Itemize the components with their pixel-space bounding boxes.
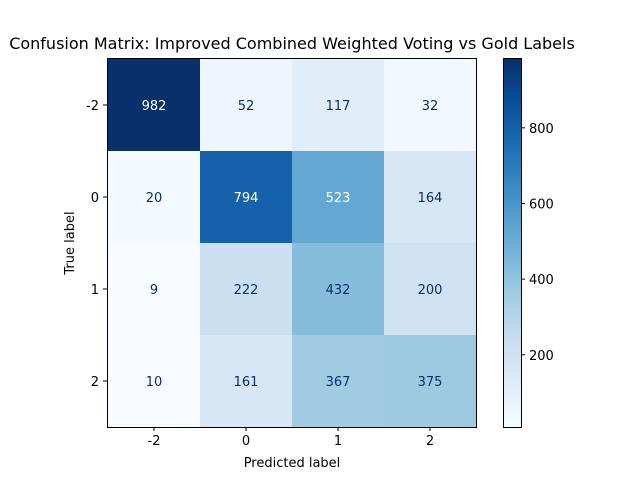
y-axis-ticks: -2 0 1 2: [86, 99, 107, 390]
y-tick-label: 0: [91, 191, 99, 206]
y-tick-label: 2: [91, 375, 99, 390]
cell-value-label: 32: [422, 99, 439, 114]
cell-value-label: 164: [418, 191, 443, 206]
x-tick-label: 0: [242, 434, 250, 449]
x-tick-label: -2: [148, 434, 161, 449]
cell-value-label: 117: [326, 99, 351, 114]
x-tick-label: 1: [334, 434, 342, 449]
heatmap-cell: [108, 151, 201, 244]
heatmap-cell: [108, 59, 201, 152]
x-tick-label: 2: [426, 434, 434, 449]
heatmap-cell: [384, 243, 477, 336]
heatmap-cell: [108, 243, 201, 336]
cell-value-label: 200: [418, 283, 443, 298]
heatmap-cell: [108, 335, 201, 428]
cell-value-label: 161: [234, 375, 259, 390]
cell-value-label: 9: [150, 283, 158, 298]
heatmap-cell-labels: 982 52 117 32 20 794 523 164 9 222 432 200 10 161 367 3…: [142, 99, 443, 390]
cell-value-label: 367: [326, 375, 351, 390]
colorbar: [503, 58, 522, 428]
cell-value-label: 523: [326, 191, 351, 206]
plot-frame: [107, 58, 477, 428]
heatmap-cell: [200, 59, 293, 152]
heatmap-cell: [292, 243, 385, 336]
colorbar-tick-label: 400: [529, 273, 554, 288]
y-axis-label: True label: [63, 211, 78, 275]
cell-value-label: 10: [146, 375, 163, 390]
cell-value-label: 20: [146, 191, 163, 206]
heatmap-cell: [384, 59, 477, 152]
heatmap-cell: [384, 151, 477, 244]
y-tick-label: 1: [91, 283, 99, 298]
cell-value-label: 222: [234, 283, 259, 298]
heatmap-cell: [384, 335, 477, 428]
heatmap-cell: [200, 335, 293, 428]
chart-title: Confusion Matrix: Improved Combined Weig…: [9, 34, 575, 53]
heatmap-cells: [108, 59, 477, 428]
colorbar-ticks: 200 400 600 800: [521, 122, 554, 364]
heatmap-cell: [292, 335, 385, 428]
colorbar-tick-label: 600: [529, 197, 554, 212]
heatmap-cell: [200, 151, 293, 244]
heatmap-cell: [292, 59, 385, 152]
colorbar-tick-label: 800: [529, 122, 554, 137]
y-tick-label: -2: [86, 99, 99, 114]
x-axis-ticks: -2 0 1 2: [148, 427, 434, 449]
heatmap-cell: [200, 243, 293, 336]
cell-value-label: 375: [418, 375, 443, 390]
cell-value-label: 432: [326, 283, 351, 298]
cell-value-label: 52: [238, 99, 255, 114]
colorbar-tick-label: 200: [529, 349, 554, 364]
cell-value-label: 982: [142, 99, 167, 114]
cell-value-label: 794: [234, 191, 259, 206]
heatmap-cell: [292, 151, 385, 244]
x-axis-label: Predicted label: [244, 456, 341, 471]
